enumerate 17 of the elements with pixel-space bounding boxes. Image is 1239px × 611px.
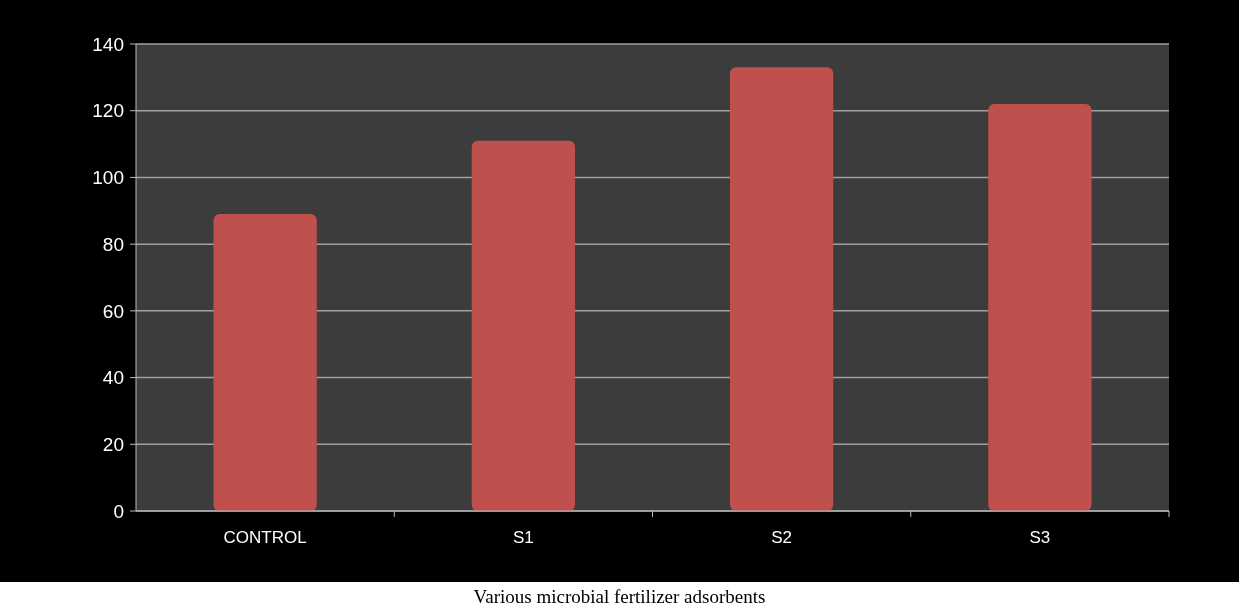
y-tick-label: 20 — [102, 433, 124, 455]
bar — [213, 214, 317, 511]
bar — [729, 67, 834, 511]
x-tick-label: S2 — [771, 528, 793, 547]
y-tick-label: 120 — [92, 100, 124, 122]
x-tick-label: S1 — [512, 528, 534, 547]
x-tick-label: S3 — [1029, 528, 1051, 547]
y-tick-label: 0 — [113, 500, 124, 522]
y-tick-label: 80 — [102, 233, 124, 255]
y-tick-label: 40 — [102, 367, 124, 389]
bar — [988, 104, 1092, 511]
y-tick-label: 140 — [92, 33, 124, 55]
y-tick-label: 100 — [92, 167, 124, 189]
x-axis-title: Various microbial fertilizer adsorbents — [473, 586, 766, 607]
y-tick-label: 60 — [102, 300, 124, 322]
x-tick-label: CONTROL — [223, 528, 307, 547]
bar — [471, 140, 576, 511]
